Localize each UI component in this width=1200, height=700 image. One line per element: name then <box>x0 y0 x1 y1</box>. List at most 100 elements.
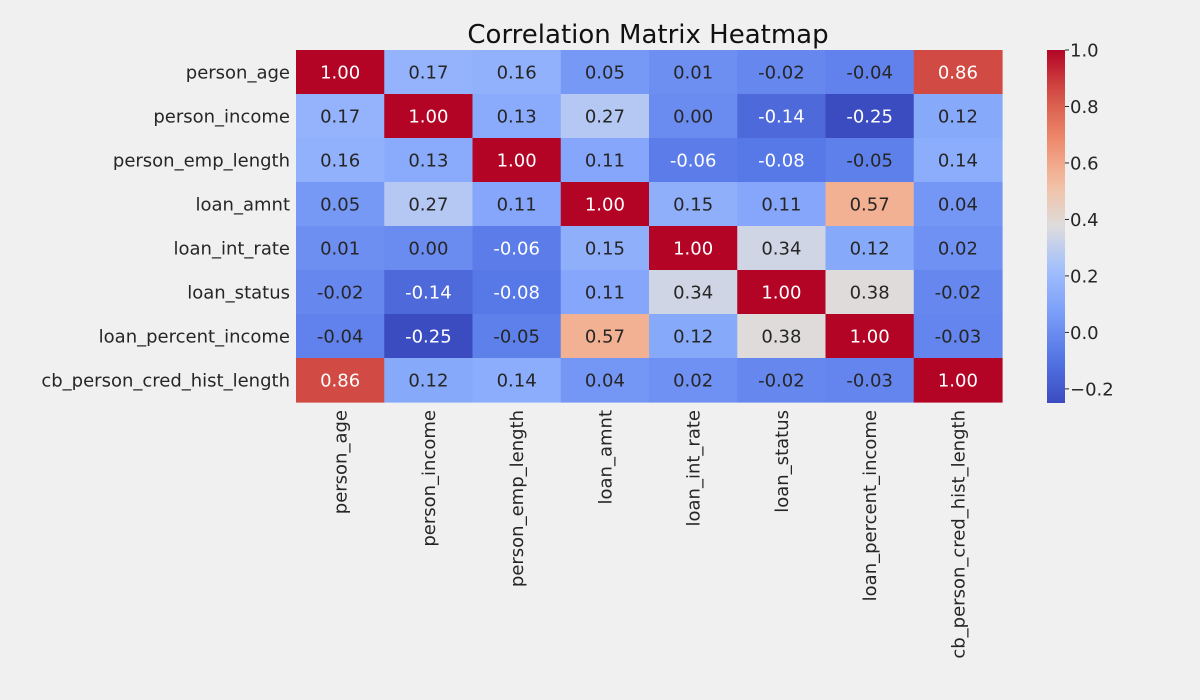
colorbar-tick-label-4: 0.6 <box>1070 153 1099 174</box>
cell-value-label-3-3: 1.00 <box>585 195 625 216</box>
cell-value-label-2-0: 0.16 <box>320 151 360 172</box>
cell-value-label-3-2: 0.11 <box>497 195 537 216</box>
cell-value-label-4-3: 0.15 <box>585 239 625 260</box>
colorbar-gradient <box>1047 50 1065 403</box>
heatmap-cell-1-3 <box>560 94 650 139</box>
cell-value-label-1-3: 0.27 <box>585 107 625 128</box>
heatmap-cell-6-0 <box>296 314 385 359</box>
cell-value-label-2-5: -0.08 <box>758 151 805 172</box>
heatmap-cell-2-7 <box>913 138 1003 183</box>
colorbar: −0.2 0.0 0.2 0.4 0.6 0.8 1.0 <box>1047 41 1114 403</box>
heatmap-cell-5-6 <box>825 270 915 315</box>
x-tick-label-4: loan_int_rate <box>684 410 705 526</box>
cell-value-label-0-6: -0.04 <box>846 63 893 84</box>
cell-value-label-0-4: 0.01 <box>673 63 713 84</box>
y-tick-labels: person_age person_income person_emp_length… <box>41 63 290 392</box>
heatmap-cell-3-4 <box>649 182 738 227</box>
heatmap-cell-0-5 <box>737 50 827 95</box>
heatmap-cell-5-7 <box>913 270 1003 315</box>
cell-value-label-0-7: 0.86 <box>938 63 978 84</box>
cell-value-label-0-5: -0.02 <box>758 63 805 84</box>
heatmap-cell-3-6 <box>825 182 915 227</box>
heatmap-cell-4-6 <box>825 226 915 271</box>
heatmap-cell-2-4 <box>649 138 738 183</box>
x-tick-label-6: loan_percent_income <box>860 410 881 601</box>
x-tick-label-3: loan_amnt <box>595 410 616 504</box>
heatmap-cell-0-2 <box>472 50 562 95</box>
cell-value-label-1-1: 1.00 <box>408 107 448 128</box>
cell-value-label-0-0: 1.00 <box>320 63 360 84</box>
x-tick-label-2: person_emp_length <box>507 410 528 587</box>
heatmap-cells: 1.00 0.17 0.16 0.05 0.01 -0.02 -0.04 0.86 0.17 1.… <box>296 50 1003 403</box>
cell-value-label-3-6: 0.57 <box>850 195 890 216</box>
cell-value-label-2-7: 0.14 <box>938 151 978 172</box>
heatmap-cell-3-5 <box>737 182 827 227</box>
heatmap-cell-3-0 <box>296 182 385 227</box>
heatmap-cell-6-2 <box>472 314 562 359</box>
cell-value-label-1-5: -0.14 <box>758 107 805 128</box>
heatmap-cell-0-4 <box>649 50 738 95</box>
cell-value-label-7-6: -0.03 <box>846 371 893 392</box>
cell-value-label-5-0: -0.02 <box>317 283 364 304</box>
heatmap-cell-0-1 <box>384 50 474 95</box>
heatmap-cell-7-4 <box>649 358 738 403</box>
heatmap-cell-1-0 <box>296 94 385 139</box>
cell-value-label-1-4: 0.00 <box>673 107 713 128</box>
cell-value-label-7-7: 1.00 <box>938 371 978 392</box>
cell-value-label-6-4: 0.12 <box>673 327 713 348</box>
cell-value-label-7-3: 0.04 <box>585 371 625 392</box>
cell-value-label-2-2: 1.00 <box>497 151 537 172</box>
cell-value-label-1-0: 0.17 <box>320 107 360 128</box>
cell-value-label-1-2: 0.13 <box>497 107 537 128</box>
cell-value-label-4-2: -0.06 <box>493 239 540 260</box>
heatmap-cell-5-0 <box>296 270 385 315</box>
y-tick-label-0: person_age <box>186 63 290 84</box>
cell-value-label-6-7: -0.03 <box>935 327 982 348</box>
heatmap-cell-3-3 <box>560 182 650 227</box>
y-tick-label-5: loan_status <box>187 283 290 304</box>
heatmap-cell-1-7 <box>913 94 1003 139</box>
cell-value-label-7-5: -0.02 <box>758 371 805 392</box>
cell-value-label-6-1: -0.25 <box>405 327 452 348</box>
cell-value-label-0-1: 0.17 <box>408 63 448 84</box>
x-tick-label-5: loan_status <box>772 410 793 513</box>
cell-value-label-3-7: 0.04 <box>938 195 978 216</box>
heatmap-cell-5-2 <box>472 270 562 315</box>
cell-value-label-1-6: -0.25 <box>846 107 893 128</box>
cell-value-label-2-4: -0.06 <box>670 151 717 172</box>
x-tick-labels: person_age person_income person_emp_length… <box>331 410 970 659</box>
y-tick-label-1: person_income <box>153 107 290 128</box>
heatmap-cell-6-7 <box>913 314 1003 359</box>
heatmap-cell-7-7 <box>913 358 1003 403</box>
heatmap-cell-2-2 <box>472 138 562 183</box>
x-tick-label-1: person_income <box>419 410 440 547</box>
heatmap-cell-3-1 <box>384 182 474 227</box>
cell-value-label-2-1: 0.13 <box>408 151 448 172</box>
cell-value-label-2-6: -0.05 <box>846 151 893 172</box>
cell-value-label-4-4: 1.00 <box>673 239 713 260</box>
y-tick-label-4: loan_int_rate <box>174 239 290 260</box>
heatmap-cell-0-0 <box>296 50 385 95</box>
cell-value-label-7-0: 0.86 <box>320 371 360 392</box>
cell-value-label-5-6: 0.38 <box>850 283 890 304</box>
heatmap-cell-4-1 <box>384 226 474 271</box>
cell-value-label-3-5: 0.11 <box>761 195 801 216</box>
heatmap-cell-2-5 <box>737 138 827 183</box>
heatmap-cell-3-7 <box>913 182 1003 227</box>
x-tick-label-0: person_age <box>331 410 352 514</box>
cell-value-label-7-2: 0.14 <box>497 371 537 392</box>
cell-value-label-4-5: 0.34 <box>761 239 801 260</box>
cell-value-label-7-4: 0.02 <box>673 371 713 392</box>
x-tick-label-7: cb_person_cred_hist_length <box>948 410 969 659</box>
heatmap-cell-7-1 <box>384 358 474 403</box>
cell-value-label-4-1: 0.00 <box>408 239 448 260</box>
heatmap-cell-5-5 <box>737 270 827 315</box>
heatmap-cell-4-0 <box>296 226 385 271</box>
colorbar-tick-label-1: 0.0 <box>1070 323 1099 344</box>
heatmap-cell-0-3 <box>560 50 650 95</box>
y-tick-label-2: person_emp_length <box>113 151 290 172</box>
heatmap-cell-3-2 <box>472 182 562 227</box>
cell-value-label-5-3: 0.11 <box>585 283 625 304</box>
heatmap-cell-2-3 <box>560 138 650 183</box>
